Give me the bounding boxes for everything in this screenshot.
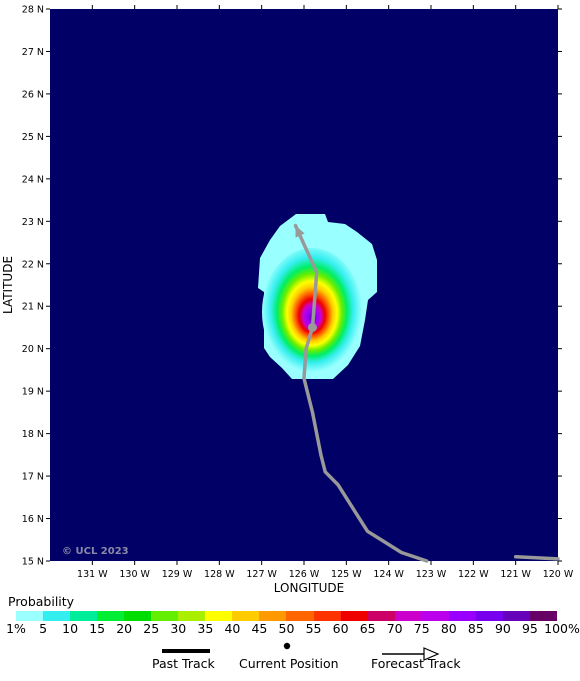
scale-label: 75 <box>413 621 430 636</box>
scale-swatch <box>286 611 314 621</box>
axis-ticks: 28 N 27 N 26 N 25 N 24 N 23 N 22 N 21 N 20 N 19 N… <box>22 5 574 581</box>
scale-swatch <box>421 611 449 621</box>
x-axis-title: LONGITUDE <box>274 581 344 595</box>
past-track-symbol <box>162 649 210 653</box>
scale-label: 85 <box>467 621 484 636</box>
lon-tick-label: 120 W <box>543 569 574 580</box>
scale-label: 95 <box>521 621 538 636</box>
scale-swatch <box>124 611 152 621</box>
legend-title: Probability <box>8 594 75 609</box>
probability-field <box>258 214 377 379</box>
scale-swatch <box>313 611 341 621</box>
scale-label: 80 <box>440 621 457 636</box>
lon-tick-label: 130 W <box>119 569 150 580</box>
scale-label: 50 <box>278 621 295 636</box>
lat-tick-label: 25 N <box>22 132 44 143</box>
scale-swatch <box>151 611 179 621</box>
forecast-track-label: Forecast Track <box>371 656 461 671</box>
scale-label: 1% <box>6 621 26 636</box>
lon-tick-label: 127 W <box>246 569 277 580</box>
lat-tick-label: 26 N <box>22 89 44 100</box>
scale-swatch <box>367 611 395 621</box>
scale-swatch <box>178 611 206 621</box>
lon-tick-label: 123 W <box>416 569 447 580</box>
lat-tick-label: 18 N <box>22 429 44 440</box>
scale-swatch <box>502 611 530 621</box>
lat-tick-label: 28 N <box>22 5 44 16</box>
scale-label: 15 <box>89 621 106 636</box>
scale-swatch <box>394 611 422 621</box>
scale-swatch <box>232 611 260 621</box>
lat-tick-label: 19 N <box>22 387 44 398</box>
lat-tick-label: 20 N <box>22 344 44 355</box>
scale-swatch <box>475 611 503 621</box>
scale-swatch <box>529 611 557 621</box>
lat-tick-label: 24 N <box>22 174 44 185</box>
scale-label: 70 <box>386 621 403 636</box>
lon-tick-label: 129 W <box>162 569 193 580</box>
probability-scale-labels: 1% 5 10 15 20 25 30 35 40 45 50 55 60 65 70 75 80 85 90 95 1… <box>0 621 580 637</box>
scale-swatch <box>340 611 368 621</box>
lat-tick-label: 23 N <box>22 217 44 228</box>
forecast-track-symbol <box>382 647 440 661</box>
scale-label: 25 <box>143 621 160 636</box>
scale-label: 40 <box>224 621 241 636</box>
scale-swatch <box>70 611 98 621</box>
current-position-label: Current Position <box>239 656 339 671</box>
lon-tick-label: 131 W <box>77 569 108 580</box>
lat-tick-label: 17 N <box>22 472 44 483</box>
lat-tick-label: 27 N <box>22 47 44 58</box>
scale-swatch <box>16 611 44 621</box>
scale-swatch <box>97 611 125 621</box>
scale-label: 60 <box>332 621 349 636</box>
lon-tick-label: 122 W <box>458 569 489 580</box>
scale-swatch <box>259 611 287 621</box>
past-track-line-segment <box>513 555 560 561</box>
lon-tick-label: 125 W <box>331 569 362 580</box>
scale-label: 90 <box>494 621 511 636</box>
scale-label: 55 <box>305 621 322 636</box>
scale-label: 35 <box>197 621 214 636</box>
current-position-symbol <box>283 642 291 650</box>
probability-color-scale <box>16 611 557 621</box>
y-axis-title: LATITUDE <box>1 256 15 314</box>
past-track-line <box>302 325 429 563</box>
scale-label: 5 <box>39 621 48 636</box>
lon-tick-label: 124 W <box>373 569 404 580</box>
scale-swatch <box>205 611 233 621</box>
lat-tick-label: 22 N <box>22 259 44 270</box>
lon-tick-label: 126 W <box>289 569 320 580</box>
past-track-label: Past Track <box>152 656 215 671</box>
scale-label: 65 <box>359 621 376 636</box>
lat-tick-label: 21 N <box>22 302 44 313</box>
lon-tick-label: 121 W <box>500 569 531 580</box>
scale-label: 10 <box>62 621 79 636</box>
scale-swatch <box>448 611 476 621</box>
scale-label: 20 <box>116 621 133 636</box>
scale-label: 45 <box>251 621 268 636</box>
lat-tick-label: 15 N <box>22 557 44 568</box>
current-position-marker <box>307 322 317 332</box>
scale-label: 30 <box>170 621 187 636</box>
forecast-track-line <box>293 223 319 330</box>
lon-tick-label: 128 W <box>204 569 235 580</box>
storm-tracks <box>293 223 560 563</box>
scale-label: 100% <box>544 621 580 636</box>
forecast-arrowhead <box>295 225 305 238</box>
scale-swatch <box>43 611 71 621</box>
lat-tick-label: 16 N <box>22 514 44 525</box>
copyright-label: © UCL 2023 <box>62 546 129 557</box>
